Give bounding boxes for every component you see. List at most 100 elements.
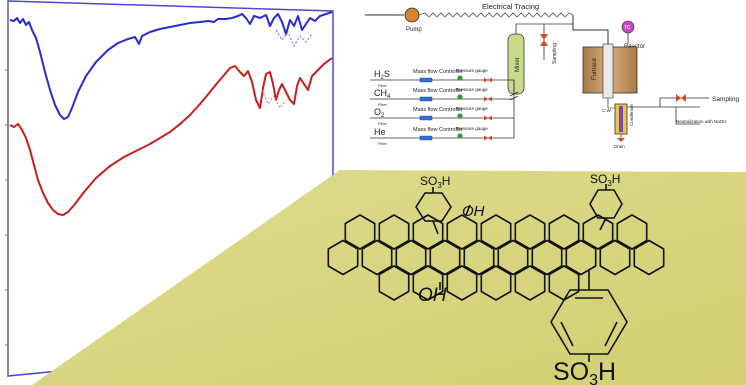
pressure-gauge-label: Pressure gauge — [456, 126, 488, 131]
gas-valve-icon — [484, 115, 488, 121]
gas-valve-icon-2 — [488, 96, 492, 102]
furnace-label: Furnace — [592, 57, 598, 80]
mixer-label: Mixer — [515, 57, 521, 72]
aromatic-ring — [463, 239, 495, 276]
oh-top-bond — [465, 204, 471, 216]
aromatic-ring — [582, 214, 614, 250]
so3h-bottom-right: SO3H — [553, 358, 616, 385]
sampling-valve-icon-lower — [540, 40, 548, 46]
phenyl-top-right — [589, 184, 623, 231]
aromatic-ring — [361, 239, 393, 276]
spectrum-blue-curve — [9, 11, 333, 120]
pressure-gauge-label: Pressure gauge — [456, 68, 488, 73]
drain-valve-icon — [617, 138, 625, 142]
electrical-tracing-coil — [418, 12, 574, 18]
mass-flow-controller-icon — [419, 135, 433, 141]
yellow-panel — [32, 170, 746, 385]
electrical-tracing-label: Electrical Tracing — [482, 2, 539, 11]
pressure-gauge-icon — [457, 94, 463, 100]
mass-flow-controller-icon — [419, 77, 433, 83]
aromatic-ring — [429, 239, 461, 276]
manifold-break-mark-2 — [509, 95, 519, 101]
neutralization-line — [675, 107, 700, 125]
sampling-vertical-label: Sampling — [552, 43, 558, 64]
mass-flow-controller-label: Mass flow Controller — [413, 107, 463, 113]
process-flow-diagram: Pump Electrical Tracing TC Reactor Mixer… — [345, 0, 746, 150]
aromatic-ring — [633, 239, 665, 276]
mass-flow-controller-label: Mass flow Controller — [413, 69, 463, 75]
drain-label: Drain — [614, 144, 625, 149]
aromatic-ring — [599, 239, 631, 276]
sulfonated-carbon-molecule — [327, 184, 665, 362]
aromatic-ring — [344, 214, 376, 250]
aromatic-ring — [446, 214, 478, 250]
mixer-outlet-line — [515, 23, 573, 34]
spectrum-blue-dashed — [275, 29, 313, 48]
mass-flow-controller-label: Mass flow Controller — [413, 127, 463, 133]
condenser-core — [619, 106, 623, 132]
pressure-gauge-icon — [457, 133, 463, 139]
aromatic-ring — [514, 265, 546, 301]
reactor-tube — [602, 43, 614, 99]
gas-valve-icon — [484, 77, 488, 83]
gas-valve-icon-2 — [488, 115, 492, 121]
gas-name-label: CH4 — [374, 88, 391, 100]
oh-bottom-label: OH — [418, 285, 447, 306]
condenser-label: Condenser — [629, 103, 634, 126]
gas-name-label: H2S — [374, 69, 390, 81]
gas-name-label: He — [374, 127, 386, 137]
gas-valve-icon-2 — [488, 77, 492, 83]
molecule-labels: SO3H SO3H OH OH SO3H — [418, 172, 620, 385]
aromatic-ring — [497, 239, 529, 276]
reactor-feed-line — [572, 15, 609, 46]
aromatic-ring — [412, 214, 444, 250]
pressure-gauge-icon — [457, 113, 463, 119]
tc-label: TC — [624, 25, 631, 31]
pump-label: Pump — [406, 27, 422, 33]
pressure-gauge-icon — [457, 75, 463, 81]
mass-flow-controller-label: Mass flow Controller — [413, 88, 463, 94]
pressure-gauge-label: Pressure gauge — [456, 106, 488, 111]
filter-label: Filter — [378, 121, 388, 126]
filter-label: Filter — [378, 83, 388, 88]
aromatic-ring — [480, 214, 512, 250]
aromatic-ring — [378, 214, 410, 250]
sampling-right-label: Sampling — [712, 96, 739, 103]
aromatic-ring — [616, 214, 648, 250]
so3h-top-right: SO3H — [590, 172, 620, 188]
aromatic-ring — [514, 214, 546, 250]
spectrum-red-curve — [9, 57, 333, 216]
aromatic-ring — [480, 265, 512, 301]
aromatic-ring — [327, 239, 359, 276]
cw-inlet-line — [607, 104, 615, 109]
sampling-branch-right — [659, 97, 700, 107]
filter-label: Filter — [378, 102, 388, 107]
mass-flow-controller-icon — [419, 115, 433, 121]
phenyl-bottom-right — [550, 270, 628, 362]
gas-valve-icon — [484, 96, 488, 102]
sampling-valve-right-icon — [676, 94, 681, 102]
so3h-top-left: SO3H — [420, 174, 450, 190]
pump-icon — [404, 7, 420, 23]
aromatic-ring — [412, 265, 444, 301]
gas-valve-icon — [484, 135, 488, 141]
aromatic-ring — [565, 239, 597, 276]
pressure-gauge-label: Pressure gauge — [456, 87, 488, 92]
manifold-break-mark — [509, 91, 519, 97]
phenyl-top-left — [415, 187, 452, 235]
mass-flow-controller-icon — [419, 96, 433, 102]
aromatic-ring — [378, 265, 410, 301]
flow-diagram-background — [345, 0, 746, 150]
aromatic-ring — [531, 239, 563, 276]
filter-label: Filter — [378, 141, 388, 146]
sampling-valve-icon — [540, 34, 548, 40]
gas-valve-icon-2 — [488, 135, 492, 141]
aromatic-ring — [446, 265, 478, 301]
spectrum-red-dashed — [261, 89, 287, 109]
aromatic-sheet — [327, 204, 665, 301]
sampling-valve-right-icon-2 — [681, 94, 686, 102]
